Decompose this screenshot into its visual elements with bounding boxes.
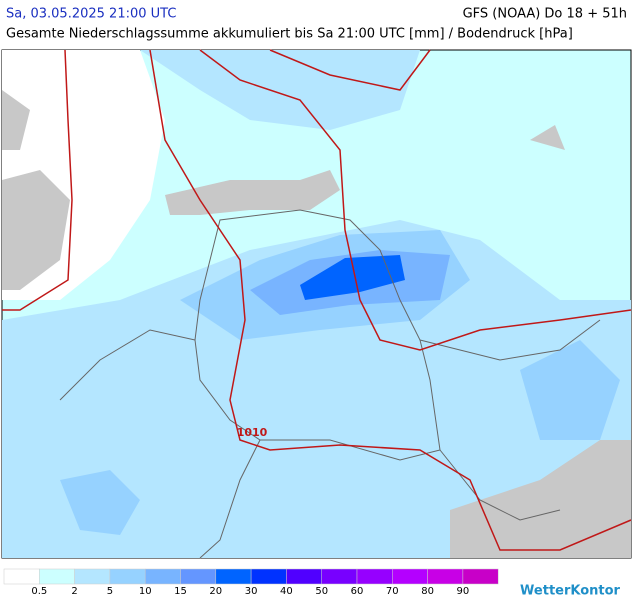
land — [450, 440, 631, 558]
legend-label: 50 — [315, 586, 328, 597]
land — [530, 125, 565, 150]
legend-label: 10 — [139, 586, 152, 597]
legend-swatch — [3, 568, 40, 585]
border — [59, 329, 196, 401]
isobar-label: 1010 — [237, 426, 268, 439]
legend-swatch — [392, 568, 428, 585]
land — [2, 170, 70, 290]
legend-label: 30 — [245, 586, 258, 597]
isobar — [149, 49, 632, 551]
legend-label: 80 — [421, 586, 434, 597]
legend-swatch — [356, 568, 393, 585]
precip-area — [2, 220, 631, 558]
legend-label: 60 — [351, 586, 364, 597]
precip-area — [60, 470, 140, 535]
valid-time: Sa, 03.05.2025 21:00 UTC — [6, 7, 176, 22]
precip-area — [520, 340, 620, 440]
model-run: GFS (NOAA) Do 18 + 51h — [463, 7, 627, 22]
isobar — [269, 49, 431, 91]
border — [419, 319, 601, 361]
precip-area — [140, 50, 420, 130]
legend-swatch — [321, 568, 358, 585]
legend-swatch — [250, 568, 287, 585]
legend-swatch — [286, 568, 322, 585]
border — [194, 209, 441, 461]
land — [165, 170, 340, 215]
legend-label: 2 — [71, 586, 77, 597]
logo: WetterKontor — [520, 584, 621, 599]
land — [2, 90, 30, 150]
precip-area — [300, 255, 405, 300]
legend-swatch — [215, 568, 252, 585]
description: Gesamte Niederschlagssumme akkumuliert b… — [6, 27, 573, 42]
legend-label: 70 — [386, 586, 399, 597]
legend-label: 5 — [107, 586, 113, 597]
legend-swatch — [427, 568, 464, 585]
legend-label: 20 — [209, 586, 222, 597]
border — [439, 449, 561, 521]
map: 1010 — [1, 49, 632, 559]
legend: 0.5 2 5 10 15 20 30 40 50 60 70 80 90 — [3, 568, 499, 597]
legend-swatch — [39, 568, 75, 585]
legend-label: 15 — [174, 586, 187, 597]
legend-label: 40 — [280, 586, 293, 597]
isobar — [2, 49, 73, 311]
legend-swatch — [180, 568, 217, 585]
legend-swatch — [144, 568, 181, 585]
legend-swatch — [109, 568, 146, 585]
border — [199, 439, 261, 559]
legend-label: 90 — [457, 586, 470, 597]
isobar — [199, 49, 632, 351]
legend-swatch — [74, 568, 111, 585]
legend-swatch — [462, 568, 499, 585]
legend-label: 0.5 — [31, 586, 47, 597]
